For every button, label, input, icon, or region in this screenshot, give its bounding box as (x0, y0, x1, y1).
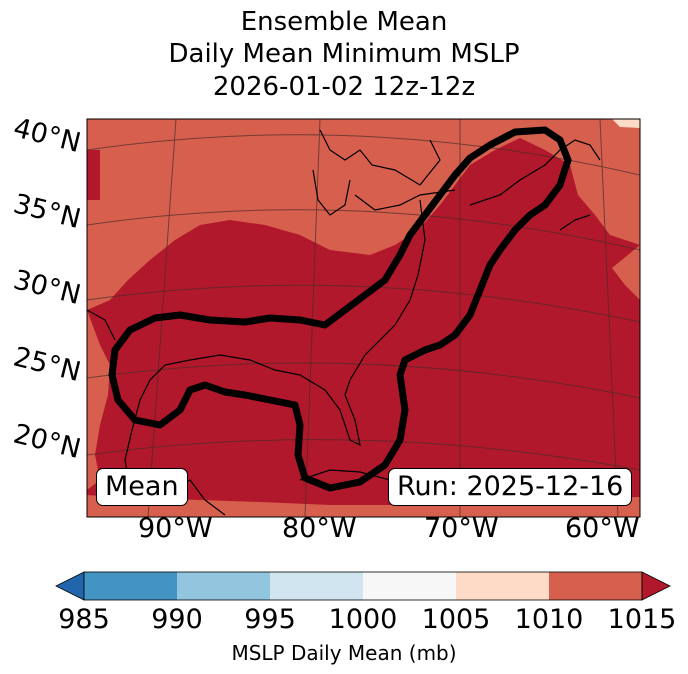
colorbar-tick-1015: 1015 (607, 604, 677, 635)
colorbar-tick-1005: 1005 (421, 604, 491, 635)
colorbar-tick-990: 990 (151, 604, 203, 635)
title-line-1: Ensemble Mean (240, 7, 448, 37)
colorbar-label: MSLP Daily Mean (mb) (231, 641, 457, 665)
title-line-3: 2026-01-02 12z-12z (212, 72, 476, 102)
lon-label-80w: 80°W (282, 513, 357, 544)
colorbar-tick-995: 995 (244, 604, 296, 635)
colorbar-tick-1010: 1010 (514, 604, 584, 635)
mslp-field-high-east (612, 245, 640, 300)
mslp-field-high-west (87, 310, 110, 490)
colorbar-tick-1000: 1000 (328, 604, 398, 635)
lon-label-90w: 90°W (138, 513, 213, 544)
mslp-field-high-south (87, 495, 640, 517)
mslp-field-low-strip (87, 150, 100, 200)
panel-label-box: Mean (96, 468, 188, 506)
title-line-2: Daily Mean Minimum MSLP (168, 39, 520, 69)
lon-label-70w: 70°W (424, 513, 499, 544)
colorbar-tick-985: 985 (58, 604, 110, 635)
mslp-field-max-ne (612, 119, 640, 128)
mslp-field-high-north (87, 119, 640, 310)
mean-contour (108, 126, 572, 492)
map-frame (86, 118, 641, 518)
lon-label-60w: 60°W (565, 513, 640, 544)
run-label-box: Run: 2025-12-16 (388, 468, 633, 506)
